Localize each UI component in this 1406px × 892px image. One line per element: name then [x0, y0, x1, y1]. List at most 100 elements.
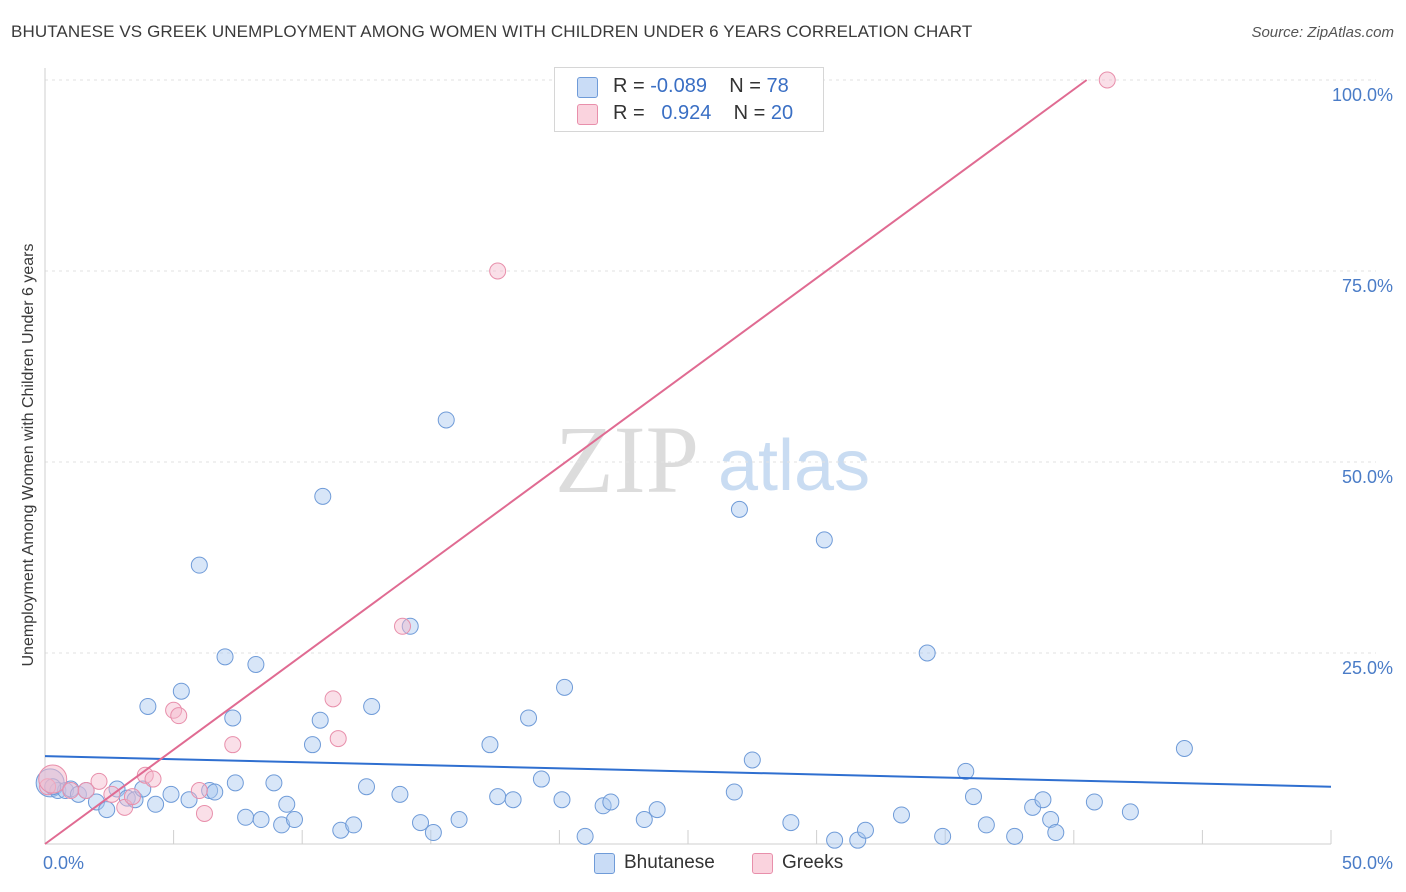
greeks-point — [224, 736, 242, 754]
x-tick-label: 50.0% — [1342, 853, 1393, 873]
greeks-point — [123, 788, 141, 806]
greeks-trend-line — [44, 79, 1088, 845]
x-tick-label: 0.0% — [43, 853, 84, 873]
greeks-point — [62, 782, 80, 800]
bhutanese-point — [69, 785, 87, 803]
bhutanese-point — [532, 770, 550, 788]
greeks-point — [489, 262, 507, 280]
bhutanese-point — [247, 655, 265, 673]
bhutanese-point — [489, 788, 507, 806]
greeks-point — [38, 764, 68, 794]
legend-swatch-bhutanese — [577, 77, 598, 98]
bhutanese-point — [1034, 791, 1052, 809]
legend-r-label: R = — [613, 102, 651, 124]
bhutanese-point — [265, 774, 283, 792]
bhutanese-point — [278, 795, 296, 813]
greeks-point — [195, 804, 213, 822]
greeks-point — [324, 690, 342, 708]
bhutanese-point — [556, 678, 574, 696]
legend-n-value: 78 — [766, 75, 789, 97]
data-points — [35, 71, 1193, 849]
bhutanese-point — [206, 783, 224, 801]
bhutanese-point — [314, 487, 332, 505]
bhutanese-point — [98, 801, 116, 819]
bhutanese-point — [162, 785, 180, 803]
bhutanese-point — [602, 793, 620, 811]
y-tick-label: 100.0% — [1332, 85, 1393, 105]
bhutanese-point — [1006, 827, 1024, 845]
source-label: Source: ZipAtlas.com — [1251, 24, 1394, 41]
bhutanese-point — [635, 811, 653, 829]
bhutanese-point — [273, 816, 291, 834]
y-axis-label: Unemployment Among Women with Children U… — [20, 243, 37, 666]
bhutanese-point — [147, 795, 165, 813]
bhutanese-trend-line — [44, 755, 1332, 788]
bhutanese-point — [412, 814, 430, 832]
bhutanese-point — [520, 709, 538, 727]
bhutanese-point — [332, 821, 350, 839]
legend-n-value: 20 — [770, 102, 794, 124]
bhutanese-point — [224, 709, 242, 727]
y-tick-label: 50.0% — [1342, 467, 1393, 487]
gridlines — [45, 79, 1376, 654]
legend-r-value: 0.924 — [661, 102, 712, 124]
bhutanese-point — [553, 791, 571, 809]
bhutanese-point — [363, 697, 381, 715]
bhutanese-point — [216, 648, 234, 666]
bhutanese-point — [424, 824, 442, 842]
bhutanese-point — [594, 797, 612, 815]
bhutanese-point — [481, 736, 499, 754]
legend-r-label: R = — [613, 75, 651, 97]
bhutanese-point — [815, 531, 833, 549]
bhutanese-point — [892, 806, 910, 824]
bhutanese-point — [190, 556, 208, 574]
greeks-point — [144, 770, 162, 788]
bottom-legend-swatch-bhutanese — [594, 853, 615, 874]
bhutanese-point — [856, 821, 874, 839]
bhutanese-point — [1085, 793, 1103, 811]
bhutanese-point — [252, 811, 270, 829]
y-tick-label: 75.0% — [1342, 276, 1393, 296]
bhutanese-point — [977, 816, 995, 834]
watermark-zip: ZIP — [555, 406, 699, 513]
axes — [44, 68, 1332, 845]
y-tick-label: 25.0% — [1342, 658, 1393, 678]
tick-labels: 100.0% 75.0% 50.0% 25.0% 0.0% 50.0% — [43, 85, 1393, 873]
greeks-point — [165, 701, 183, 719]
bhutanese-point — [437, 411, 455, 429]
bhutanese-point — [139, 697, 157, 715]
bhutanese-point — [226, 774, 244, 792]
bhutanese-point — [358, 778, 375, 796]
bhutanese-point — [237, 808, 255, 826]
bottom-legend-label: Bhutanese — [624, 852, 715, 873]
watermark-atlas: atlas — [718, 426, 870, 506]
greeks-point — [170, 707, 188, 725]
bhutanese-point — [725, 783, 743, 801]
greeks-point — [190, 782, 208, 800]
bhutanese-point — [964, 788, 982, 806]
bhutanese-point — [311, 711, 329, 729]
bhutanese-point — [504, 791, 522, 809]
chart-title: BHUTANESE VS GREEK UNEMPLOYMENT AMONG WO… — [11, 22, 973, 41]
bhutanese-point — [957, 762, 975, 780]
bhutanese-point — [826, 831, 844, 849]
bhutanese-point — [743, 751, 761, 769]
bhutanese-point — [172, 682, 190, 700]
bhutanese-point — [345, 816, 363, 834]
bhutanese-point — [1042, 811, 1060, 829]
legend-n-label: N = — [729, 75, 767, 97]
correlation-legend: R = -0.089 N = 78 R = 0.924 N = 20 — [554, 67, 824, 132]
bottom-legend-label: Greeks — [782, 852, 844, 873]
bhutanese-point — [782, 814, 800, 832]
bottom-legend-swatch-greeks — [752, 853, 773, 874]
bhutanese-point — [391, 785, 409, 803]
greeks-point — [90, 772, 108, 790]
bhutanese-point — [450, 811, 468, 829]
greeks-point — [77, 782, 95, 800]
bhutanese-point — [303, 736, 321, 754]
bhutanese-point — [576, 827, 594, 845]
legend-n-label: N = — [733, 102, 771, 124]
bhutanese-point — [1175, 740, 1193, 757]
bhutanese-point — [648, 801, 666, 819]
bhutanese-point — [285, 811, 303, 829]
